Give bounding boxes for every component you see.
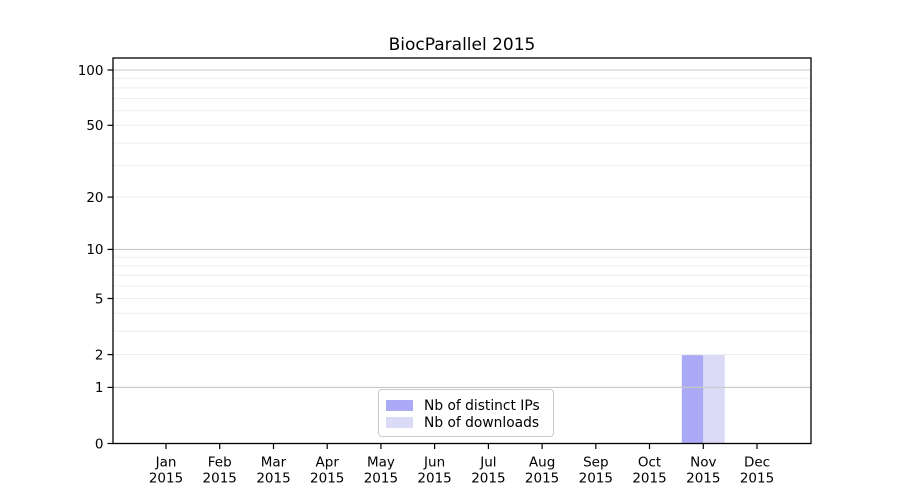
x-tick-year-label: 2015 xyxy=(364,471,398,487)
y-tick-label: 20 xyxy=(86,190,103,206)
x-tick-month-label: Nov xyxy=(690,455,716,471)
x-tick-month-label: Sep xyxy=(583,455,608,471)
x-tick-year-label: 2015 xyxy=(149,471,183,487)
x-tick-month-label: Jul xyxy=(479,455,496,471)
y-tick-label: 1 xyxy=(95,380,104,396)
x-tick-year-label: 2015 xyxy=(740,471,774,487)
x-tick-year-label: 2015 xyxy=(525,471,559,487)
x-tick-month-label: May xyxy=(367,455,395,471)
x-tick-month-label: Jan xyxy=(155,455,177,471)
chart-title: BiocParallel 2015 xyxy=(388,35,536,55)
bar-nb-of-downloads-nov xyxy=(703,354,725,444)
y-tick-label: 100 xyxy=(78,63,104,79)
legend-item-downloads: Nb of downloads xyxy=(386,414,553,431)
bar-nb-of-distinct-ips-nov xyxy=(681,354,704,444)
legend-item-distinct-ips: Nb of distinct IPs xyxy=(386,397,553,414)
x-tick-year-label: 2015 xyxy=(632,471,666,487)
plot-border xyxy=(112,57,812,445)
x-tick-year-label: 2015 xyxy=(471,471,505,487)
x-tick-month-label: Jun xyxy=(423,455,445,471)
x-tick-month-label: Apr xyxy=(316,455,340,471)
x-tick-month-label: Aug xyxy=(529,455,555,471)
y-tick-label: 2 xyxy=(95,347,104,363)
x-tick-month-label: Dec xyxy=(744,455,770,471)
x-tick-year-label: 2015 xyxy=(579,471,613,487)
legend-label-downloads: Nb of downloads xyxy=(424,414,540,431)
y-tick-label: 10 xyxy=(86,242,103,258)
legend-swatch-downloads xyxy=(386,417,413,428)
x-tick-year-label: 2015 xyxy=(686,471,720,487)
x-tick-month-label: Feb xyxy=(208,455,232,471)
x-tick-year-label: 2015 xyxy=(417,471,451,487)
y-tick-label: 5 xyxy=(95,291,104,307)
y-tick-label: 50 xyxy=(86,118,103,134)
x-tick-year-label: 2015 xyxy=(203,471,237,487)
legend: Nb of distinct IPs Nb of downloads xyxy=(378,389,554,437)
x-tick-month-label: Oct xyxy=(638,455,661,471)
x-tick-year-label: 2015 xyxy=(310,471,344,487)
y-tick-label: 0 xyxy=(95,436,104,452)
legend-swatch-distinct-ips xyxy=(386,400,413,411)
x-tick-year-label: 2015 xyxy=(256,471,290,487)
legend-label-distinct-ips: Nb of distinct IPs xyxy=(424,397,540,414)
x-tick-month-label: Mar xyxy=(261,455,287,471)
